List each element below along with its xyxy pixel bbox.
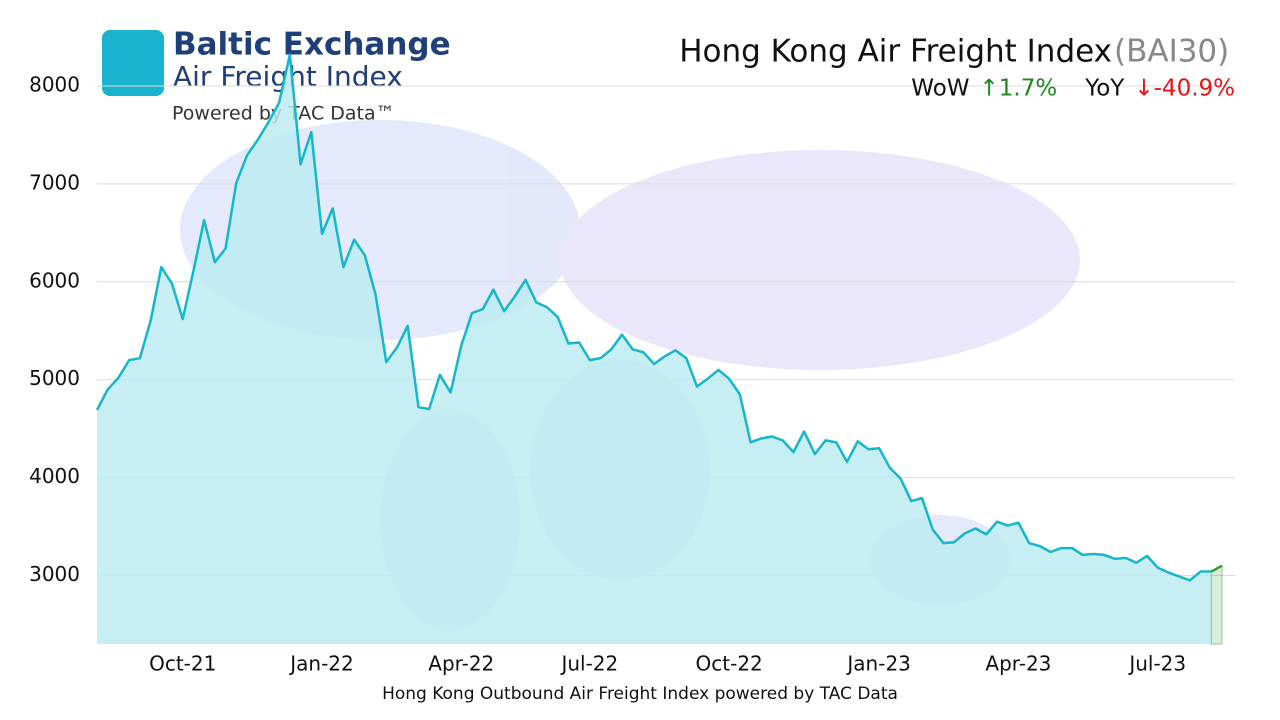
y-tick-label: 8000 xyxy=(29,73,80,97)
x-tick-label: Oct-21 xyxy=(149,652,216,676)
latest-area xyxy=(1210,564,1223,645)
index-code: (BAI30) xyxy=(1114,34,1229,70)
x-tick-label: Apr-22 xyxy=(428,652,494,676)
stats: ↓-40.9% YoY ↑1.7% WoW xyxy=(911,76,1235,102)
plot: 3000 4000 5000 6000 7000 8000 Oct-21 Jan-22 Apr-… xyxy=(29,53,1235,676)
y-tick-label: 6000 xyxy=(29,268,80,292)
stat-value: ↓-40.9% xyxy=(1134,76,1235,102)
stat-label: YoY xyxy=(1084,76,1125,102)
y-tick-label: 4000 xyxy=(29,464,80,488)
x-tick-label: Jan-23 xyxy=(845,652,911,676)
x-tick-label: Oct-22 xyxy=(696,652,763,676)
x-tick-label: Jan-22 xyxy=(288,652,354,676)
stat-label: WoW xyxy=(911,76,969,102)
logo: Baltic Exchange Air Freight Index Powere… xyxy=(102,27,451,125)
latest-line xyxy=(1210,564,1223,573)
y-tick-label: 5000 xyxy=(29,366,80,390)
x-tick-label: Jul-22 xyxy=(559,652,618,676)
logo-icon xyxy=(102,30,164,96)
x-tick-label: Apr-23 xyxy=(985,652,1051,676)
line xyxy=(95,53,1212,582)
area-fill xyxy=(97,54,1212,645)
caption: Hong Kong Outbound Air Freight Index pow… xyxy=(382,684,898,704)
y-tick-label: 7000 xyxy=(29,170,80,194)
y-tick-label: 3000 xyxy=(29,562,80,586)
chart-title: Hong Kong Air Freight Index xyxy=(679,34,1112,70)
stat-value: ↑1.7% xyxy=(980,76,1058,102)
logo-name: Baltic Exchange xyxy=(173,27,451,63)
x-tick-label: Jul-23 xyxy=(1127,652,1186,676)
